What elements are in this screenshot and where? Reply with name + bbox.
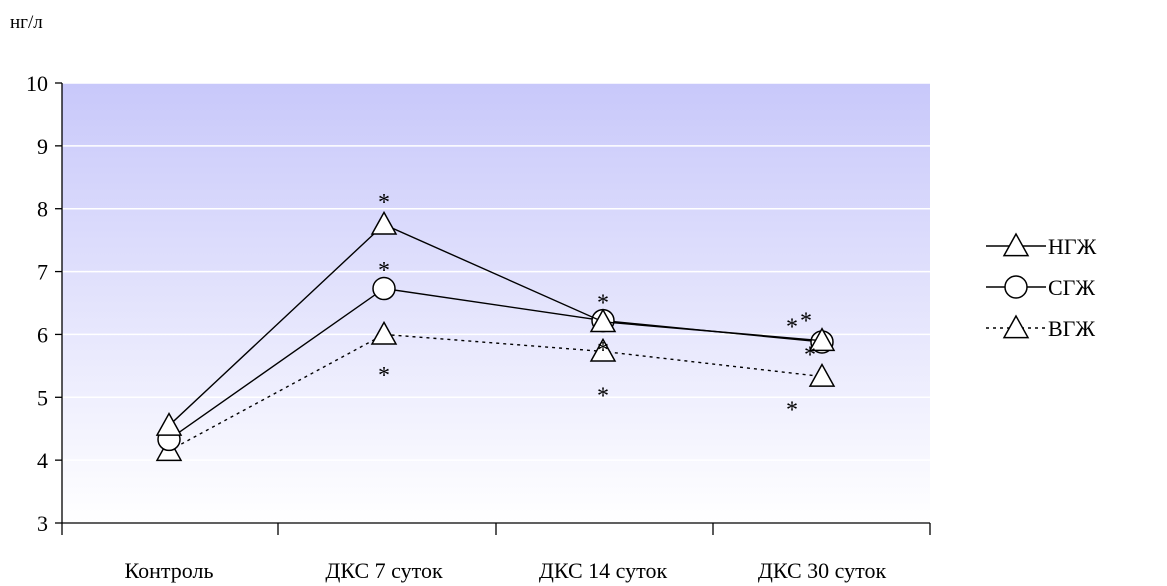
x-tick-labels: Контроль ДКС 7 суток ДКС 14 суток ДКС 30 су… — [125, 558, 887, 583]
x-tick-label-1: ДКС 7 суток — [325, 558, 443, 583]
y-tick-label-10: 10 — [26, 71, 48, 96]
legend-marker-1 — [1004, 275, 1028, 299]
y-axis-unit-label: нг/л — [10, 12, 43, 33]
significance-star-5: * — [597, 384, 609, 410]
legend: НГЖ СГЖ ВГЖ — [986, 232, 1097, 341]
significance-star-3: * — [597, 291, 609, 317]
plot-area-background — [62, 83, 930, 523]
y-tick-label-6: 6 — [37, 322, 48, 347]
series-group — [155, 210, 836, 462]
significance-star-9: * — [786, 398, 798, 424]
y-tick-labels: 3 4 5 6 7 8 9 10 — [26, 71, 48, 536]
series-0-point-1 — [370, 210, 398, 235]
significance-star-4: * — [597, 338, 609, 364]
series-ВГЖ — [155, 320, 836, 462]
x-tick-label-0: Контроль — [125, 558, 214, 583]
series-line-2 — [168, 333, 823, 452]
series-НГЖ — [155, 210, 836, 436]
y-tick-label-7: 7 — [37, 260, 48, 285]
series-line-0 — [168, 223, 823, 427]
y-tick-label-5: 5 — [37, 385, 48, 410]
significance-star-7: * — [800, 308, 812, 334]
significance-star-6: * — [786, 315, 798, 341]
legend-entry-1: СГЖ — [986, 275, 1095, 300]
axes — [55, 82, 931, 535]
significance-star-8: * — [804, 342, 816, 368]
legend-entry-0: НГЖ — [986, 232, 1097, 259]
significance-star-2: * — [378, 363, 390, 389]
legend-label-0: НГЖ — [1048, 234, 1097, 259]
series-1-point-1 — [372, 276, 396, 301]
significance-star-1: * — [378, 258, 390, 284]
gridlines — [62, 82, 930, 461]
series-2-point-2 — [589, 337, 617, 362]
annotations: ******* *** — [378, 190, 816, 423]
legend-label-2: ВГЖ — [1048, 316, 1095, 341]
legend-entry-2: ВГЖ — [986, 314, 1095, 341]
x-tick-label-3: ДКС 30 суток — [758, 558, 887, 583]
legend-marker-2 — [1002, 314, 1030, 339]
legend-marker-0 — [1002, 232, 1030, 257]
series-0-point-3 — [808, 327, 836, 352]
series-2-point-3 — [808, 362, 836, 387]
y-tick-label-3: 3 — [37, 511, 48, 536]
significance-star-0: * — [378, 190, 390, 216]
series-0-point-0 — [155, 412, 183, 436]
y-tick-label-8: 8 — [37, 197, 48, 222]
y-tick-label-4: 4 — [37, 448, 48, 473]
series-2-point-1 — [370, 320, 398, 345]
series-0-point-2 — [589, 308, 617, 333]
legend-label-1: СГЖ — [1048, 275, 1095, 300]
x-tick-label-2: ДКС 14 суток — [539, 558, 668, 583]
y-tick-label-9: 9 — [37, 134, 48, 159]
